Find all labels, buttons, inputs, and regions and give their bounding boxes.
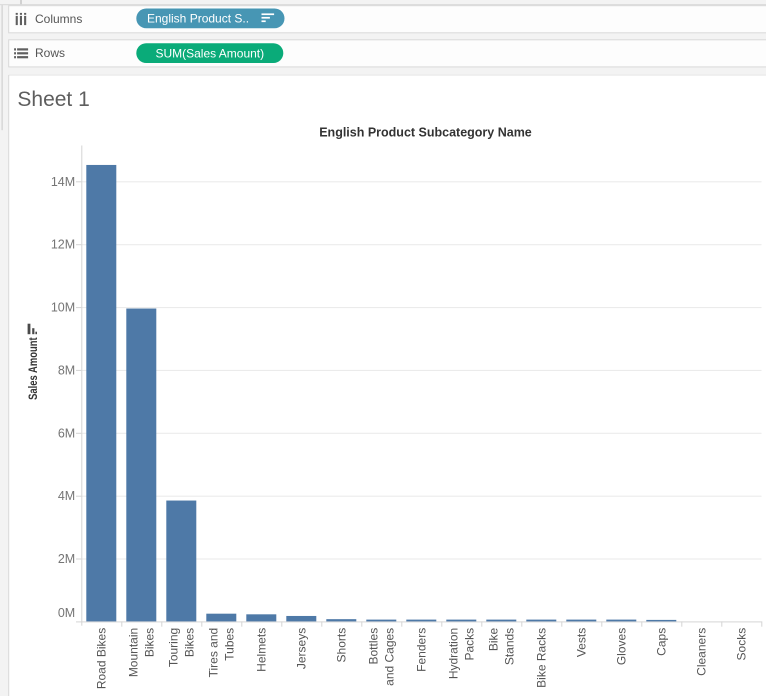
svg-text:14M: 14M bbox=[51, 175, 75, 189]
svg-text:Cleaners: Cleaners bbox=[695, 628, 709, 676]
svg-text:Bikes: Bikes bbox=[143, 628, 157, 657]
svg-text:English Product S..: English Product S.. bbox=[147, 12, 249, 26]
svg-text:Stands: Stands bbox=[503, 628, 517, 665]
svg-text:2M: 2M bbox=[58, 552, 75, 566]
svg-text:Tires and: Tires and bbox=[206, 628, 220, 678]
svg-text:Road Bikes: Road Bikes bbox=[95, 628, 109, 689]
svg-text:Jerseys: Jerseys bbox=[295, 628, 309, 669]
svg-text:Fenders: Fenders bbox=[415, 628, 429, 672]
svg-text:English Product Subcategory Na: English Product Subcategory Name bbox=[319, 126, 532, 140]
svg-text:12M: 12M bbox=[51, 238, 75, 252]
svg-text:Vests: Vests bbox=[575, 628, 589, 657]
svg-text:4M: 4M bbox=[58, 489, 75, 503]
svg-text:Socks: Socks bbox=[735, 628, 749, 661]
svg-text:Gloves: Gloves bbox=[615, 628, 629, 665]
svg-text:Rows: Rows bbox=[35, 46, 65, 60]
svg-text:Bike Racks: Bike Racks bbox=[535, 628, 549, 688]
svg-text:Helmets: Helmets bbox=[255, 628, 269, 672]
svg-text:6M: 6M bbox=[58, 426, 75, 440]
svg-text:Mountain: Mountain bbox=[126, 628, 140, 677]
svg-text:Bikes: Bikes bbox=[183, 628, 197, 657]
svg-text:Bike: Bike bbox=[486, 627, 500, 651]
svg-text:Tubes: Tubes bbox=[223, 628, 237, 661]
svg-text:8M: 8M bbox=[58, 363, 75, 377]
svg-text:SUM(Sales Amount): SUM(Sales Amount) bbox=[155, 46, 264, 60]
svg-text:Shorts: Shorts bbox=[335, 628, 349, 663]
svg-text:Bottles: Bottles bbox=[366, 628, 380, 665]
svg-text:0M: 0M bbox=[58, 606, 75, 620]
svg-text:Touring: Touring bbox=[166, 628, 180, 667]
svg-text:and Cages: and Cages bbox=[383, 628, 397, 686]
svg-text:Sheet 1: Sheet 1 bbox=[17, 88, 89, 111]
svg-text:10M: 10M bbox=[51, 301, 75, 315]
svg-text:Packs: Packs bbox=[463, 628, 477, 661]
svg-text:Columns: Columns bbox=[35, 12, 82, 26]
svg-text:Sales Amount: Sales Amount bbox=[28, 337, 40, 400]
svg-text:Caps: Caps bbox=[655, 628, 669, 656]
svg-text:Hydration: Hydration bbox=[446, 628, 460, 679]
